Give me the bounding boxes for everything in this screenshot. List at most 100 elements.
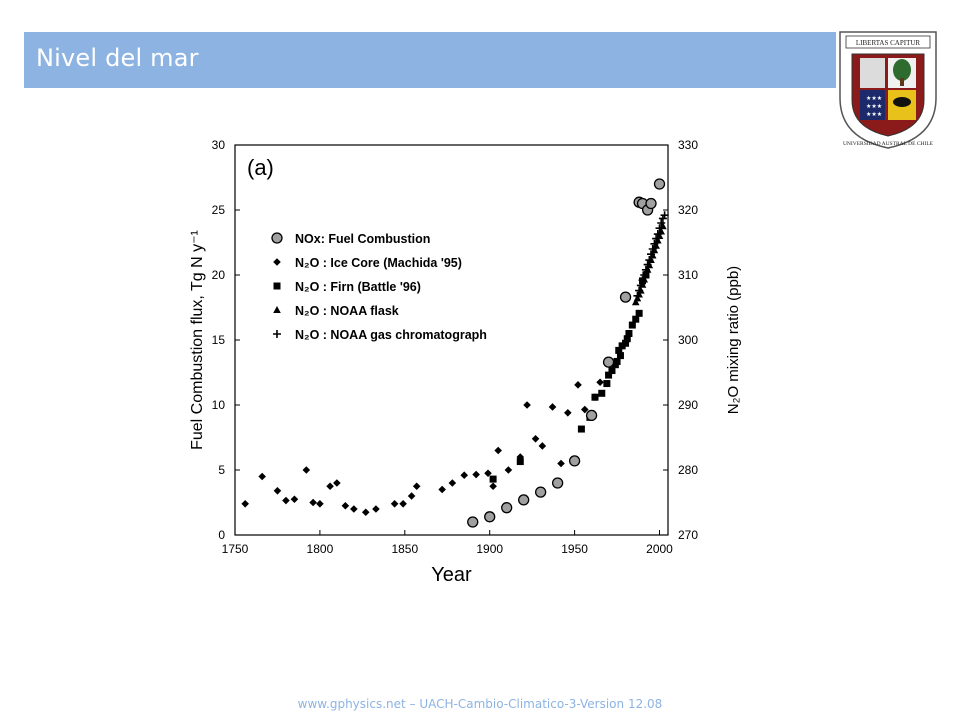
y-left-tick-label: 10	[212, 398, 226, 412]
data-point-plus	[657, 219, 666, 227]
data-point-plus	[660, 211, 669, 220]
legend-marker-square	[273, 282, 281, 290]
data-point-square	[598, 389, 606, 397]
y-right-tick-label: 310	[678, 268, 698, 282]
data-point-square	[591, 393, 599, 401]
data-point-diamond	[538, 442, 547, 450]
panel-label: (a)	[247, 155, 274, 180]
legend-label: N₂O : NOAA flask	[295, 304, 399, 318]
y-left-tick-label: 0	[218, 528, 225, 542]
svg-text:★★★: ★★★	[866, 111, 882, 118]
y-left-tick-label: 25	[212, 203, 226, 217]
y-right-tick-label: 320	[678, 203, 698, 217]
svg-text:★★★: ★★★	[866, 95, 882, 102]
data-point-circle	[619, 291, 632, 303]
data-point-diamond	[489, 482, 497, 491]
data-point-diamond	[302, 466, 311, 474]
svg-text:★★★: ★★★	[866, 103, 882, 110]
data-point-diamond	[460, 471, 469, 479]
data-point-diamond	[448, 479, 457, 487]
data-point-circle	[645, 197, 657, 210]
data-point-square	[635, 309, 643, 317]
data-point-square	[616, 352, 624, 360]
y-right-axis-label: N₂O mixing ratio (ppb)	[725, 266, 742, 414]
data-point-diamond	[361, 508, 370, 517]
data-point-plus	[655, 224, 664, 233]
data-point-plus	[645, 256, 654, 265]
data-point-diamond	[523, 401, 531, 409]
legend-label: N₂O : NOAA gas chromatograph	[295, 328, 487, 342]
data-point-plus	[647, 250, 656, 259]
data-point-square	[623, 335, 631, 343]
data-point-square	[605, 371, 613, 379]
legend-marker-plus	[273, 330, 281, 338]
data-point-diamond	[548, 403, 557, 411]
x-tick-label: 2000	[646, 542, 673, 556]
data-point-diamond	[557, 459, 565, 468]
legend-label: N₂O : Ice Core (Machida '95)	[295, 256, 462, 270]
legend-marker-triangle	[273, 306, 281, 313]
data-point-plus	[635, 286, 644, 295]
y-left-tick-label: 20	[212, 268, 226, 282]
legend-label: NOx: Fuel Combustion	[295, 232, 430, 246]
data-point-diamond	[574, 381, 582, 389]
data-point-diamond	[531, 435, 540, 443]
data-point-plus	[650, 239, 659, 248]
data-point-diamond	[438, 485, 446, 494]
y-left-tick-label: 5	[218, 463, 225, 477]
y-right-tick-label: 280	[678, 463, 698, 477]
data-point-plus	[653, 230, 662, 239]
x-tick-label: 1750	[222, 542, 249, 556]
data-point-diamond	[399, 500, 407, 508]
logo-ring-text: UNIVERSIDAD AUSTRAL DE CHILE	[843, 141, 934, 147]
data-point-diamond	[258, 472, 266, 481]
data-point-triangle	[631, 298, 640, 306]
data-point-circle	[602, 356, 615, 368]
y-right-tick-label: 270	[678, 528, 698, 542]
legend-marker-diamond	[273, 258, 281, 266]
data-point-square	[516, 458, 524, 466]
data-point-square	[489, 475, 497, 483]
data-point-diamond	[596, 378, 604, 387]
data-point-square	[625, 330, 633, 337]
legend-marker-circle	[271, 232, 283, 244]
data-point-circle	[518, 494, 530, 506]
x-tick-label: 1900	[476, 542, 503, 556]
y-left-tick-label: 30	[212, 138, 226, 152]
data-point-plus	[652, 234, 661, 243]
data-point-diamond	[273, 487, 282, 495]
data-point-plus	[643, 260, 652, 269]
data-point-plus	[638, 276, 647, 285]
data-point-square	[628, 321, 636, 329]
data-point-diamond	[564, 409, 572, 417]
x-tick-label: 1800	[307, 542, 334, 556]
x-tick-label: 1850	[391, 542, 418, 556]
data-point-circle	[501, 502, 513, 514]
legend-label: N₂O : Firn (Battle '96)	[295, 280, 421, 294]
y-left-tick-label: 15	[212, 333, 226, 347]
data-point-diamond	[580, 405, 589, 414]
data-point-diamond	[472, 470, 480, 479]
title-banner: Nivel del mar	[24, 32, 836, 88]
data-point-diamond	[412, 482, 421, 491]
y-left-axis-label: Fuel Combustion flux, Tg N y⁻¹	[189, 230, 206, 450]
x-tick-label: 1950	[561, 542, 588, 556]
data-point-circle	[534, 486, 547, 498]
data-point-plus	[636, 281, 645, 290]
logo-top-text: LIBERTAS CAPITUR	[856, 39, 920, 47]
data-point-circle	[484, 511, 496, 523]
data-point-circle	[585, 409, 598, 422]
data-point-diamond	[290, 495, 299, 504]
data-point-circle	[653, 178, 666, 190]
y-right-tick-label: 290	[678, 398, 698, 412]
data-point-diamond	[407, 492, 416, 500]
data-point-circle	[467, 516, 479, 528]
slide-footer: www.gphysics.net – UACH-Cambio-Climatico…	[297, 697, 663, 711]
slide-title: Nivel del mar	[36, 44, 199, 72]
data-point-triangle	[657, 227, 666, 235]
data-point-square	[613, 357, 621, 365]
data-point-diamond	[372, 505, 380, 513]
data-point-diamond	[494, 446, 502, 455]
data-point-diamond	[282, 496, 290, 505]
data-point-diamond	[504, 466, 513, 474]
